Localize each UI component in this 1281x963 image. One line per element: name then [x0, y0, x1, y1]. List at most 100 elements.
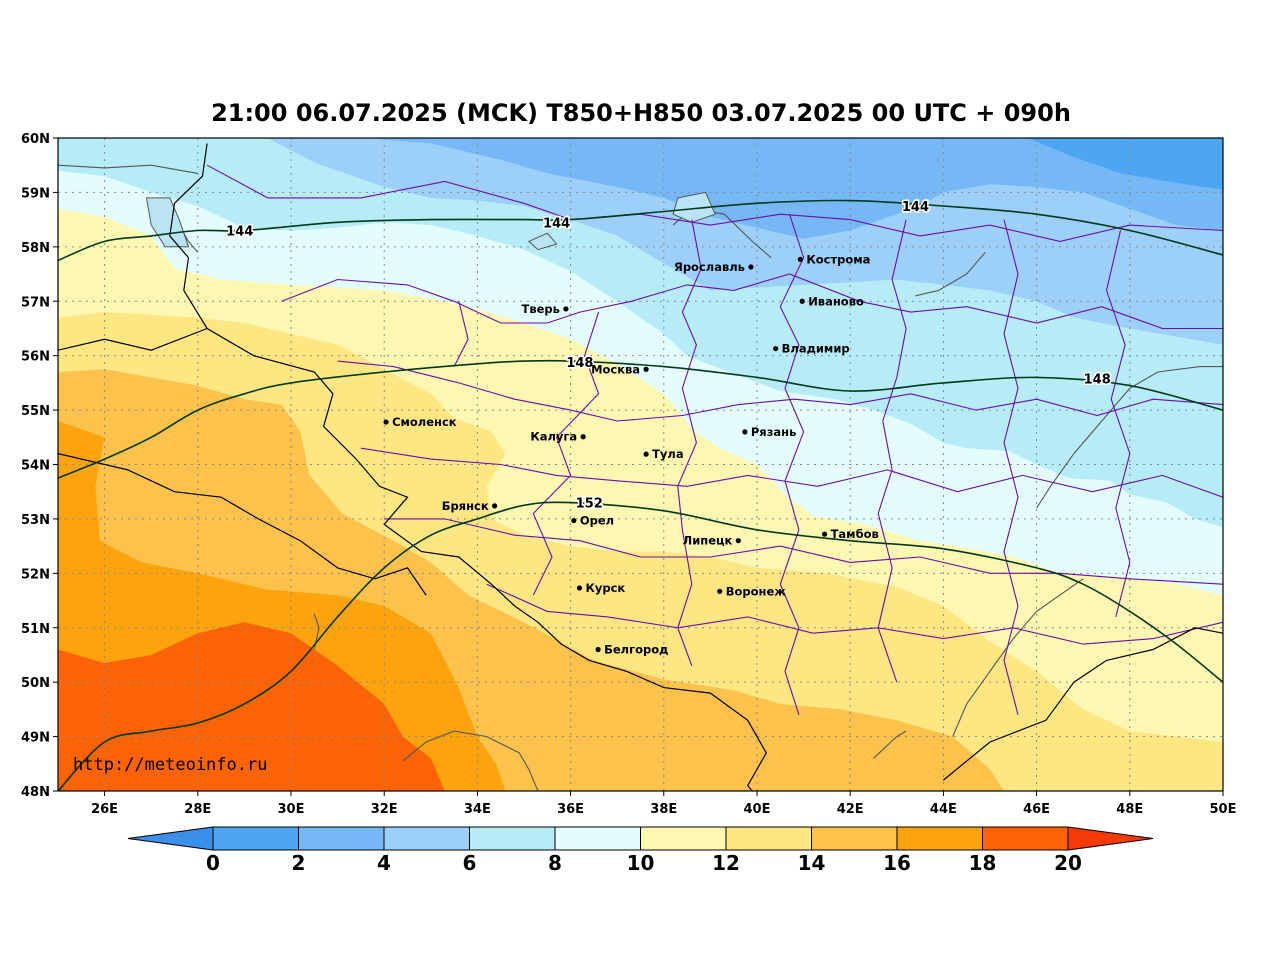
region-border-11 — [1003, 219, 1019, 715]
river-3 — [1036, 366, 1223, 509]
city-15: Воронеж — [717, 584, 786, 598]
city-dot — [821, 531, 828, 537]
region-border-9 — [779, 214, 805, 715]
colorbar-label: 10 — [627, 851, 655, 875]
city-dot — [748, 264, 754, 270]
y-tick-label: 50N — [21, 676, 50, 691]
city-dot — [742, 429, 748, 435]
city-label: Белгород — [604, 643, 668, 657]
city-7: Калуга — [530, 430, 586, 444]
x-tick-label: 48E — [1116, 802, 1143, 817]
city-6: Смоленск — [383, 415, 457, 429]
contour-152 — [58, 501, 1223, 791]
city-label: Иваново — [808, 294, 864, 308]
colorbar-segment-t18_20 — [982, 826, 1069, 851]
contour-label-148: 148 — [566, 356, 593, 371]
colorbar-label: 18 — [969, 851, 997, 875]
band-4-6 — [267, 138, 1223, 345]
city-label: Курск — [585, 581, 625, 595]
country-border-2 — [58, 327, 208, 351]
x-tick-label: 44E — [930, 802, 957, 817]
region-border-1 — [281, 273, 1223, 330]
colorbar-label: 16 — [883, 851, 911, 875]
x-tick-label: 26E — [91, 802, 118, 817]
map-title: 21:00 06.07.2025 (MCK) T850+H850 03.07.2… — [211, 99, 1071, 127]
city-dot — [580, 434, 586, 440]
city-label: Тверь — [522, 302, 560, 316]
city-label: Орел — [580, 514, 614, 528]
colorbar-segment-t6_8 — [469, 826, 556, 851]
colorbar-segment-t2_4 — [298, 826, 385, 851]
colorbar-segment-t8_10 — [554, 826, 641, 851]
city-8: Рязань — [742, 425, 796, 439]
band-2-4 — [365, 138, 1223, 239]
map-area: 144 144 144 148 148 152 Ярославль Кострома Иван… — [58, 138, 1223, 791]
river-2 — [952, 578, 1084, 737]
x-tick-label: 46E — [1023, 802, 1050, 817]
city-label: Владимир — [782, 342, 850, 356]
y-tick-label: 59N — [21, 186, 50, 201]
city-3: Тверь — [522, 302, 569, 316]
contour-label-148: 148 — [1084, 373, 1111, 388]
colorbar-label: 6 — [463, 851, 477, 875]
city-label: Липецк — [683, 534, 733, 548]
map-grid — [58, 138, 1223, 791]
x-tick-label: 30E — [278, 802, 305, 817]
city-label: Тула — [652, 447, 684, 461]
latitude-ticks: 48N 49N 50N 51N 52N 53N 54N 55N 56N 57N 58N 59N 60N — [21, 132, 58, 800]
source-watermark: http://meteoinfo.ru — [73, 755, 267, 775]
colorbar-high-arrow — [1067, 826, 1154, 851]
city-5: Москва — [591, 362, 649, 376]
y-tick-label: 53N — [21, 513, 50, 528]
city-dot — [799, 298, 805, 304]
city-11: Орел — [571, 514, 614, 528]
city-dot — [773, 345, 779, 352]
y-tick-label: 54N — [21, 459, 50, 474]
y-tick-label: 60N — [21, 132, 50, 147]
river-5 — [915, 251, 986, 297]
city-12: Липецк — [683, 534, 741, 548]
city-dot — [571, 517, 577, 524]
city-label: Рязань — [751, 425, 796, 439]
city-10: Брянск — [442, 499, 498, 513]
city-dot — [595, 646, 601, 653]
country-border-0 — [169, 143, 767, 791]
region-border-0 — [206, 164, 1223, 242]
colorbar-label: 14 — [798, 851, 826, 875]
region-border-12 — [1105, 230, 1131, 618]
region-border-3 — [360, 447, 1223, 498]
city-2: Иваново — [799, 294, 864, 308]
cities: Ярославль Кострома Иваново Тверь Владимир Мос… — [383, 252, 879, 657]
colorbar: 0 2 4 6 8 10 12 14 16 18 20 — [127, 826, 1154, 875]
city-dot — [576, 585, 583, 591]
x-tick-label: 50E — [1210, 802, 1237, 817]
x-tick-label: 36E — [557, 802, 584, 817]
contour-144 — [58, 199, 1223, 262]
region-border-10 — [877, 219, 907, 683]
x-tick-label: 40E — [744, 802, 771, 817]
contour-label-152: 152 — [576, 497, 603, 512]
contour-label-144: 144 — [543, 216, 570, 231]
region-border-5 — [486, 583, 1223, 645]
colorbar-segment-t4_6 — [383, 826, 470, 851]
longitude-ticks: 26E 28E 30E 32E 34E 36E 38E 40E 42E 44E 46E 48E 50E — [91, 791, 1236, 817]
city-dot — [797, 256, 803, 262]
city-label: Смоленск — [392, 415, 457, 429]
contour-148 — [58, 359, 1223, 479]
city-dot — [643, 366, 649, 372]
lake-2 — [527, 232, 558, 251]
city-dot — [563, 306, 569, 312]
city-0: Ярославль — [674, 260, 754, 274]
y-tick-label: 48N — [21, 785, 50, 800]
city-13: Тамбов — [821, 527, 879, 541]
city-dot — [492, 503, 498, 509]
contour-label-144: 144 — [226, 225, 253, 240]
y-tick-label: 52N — [21, 567, 50, 582]
river-7 — [58, 164, 198, 174]
water-features — [58, 164, 1223, 791]
country-border-1 — [58, 453, 427, 596]
y-tick-label: 56N — [21, 350, 50, 365]
contour-label-144: 144 — [902, 200, 929, 215]
colorbar-segment-t0_2 — [212, 826, 299, 851]
